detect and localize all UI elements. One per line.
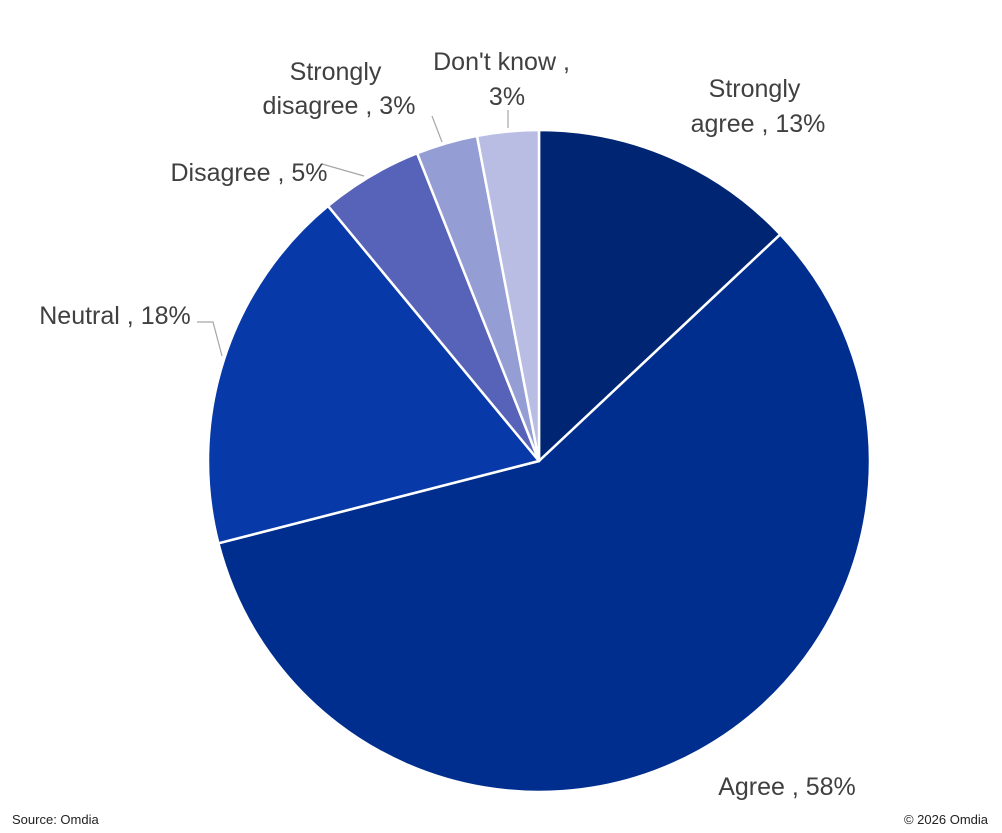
label-strongly-agree-word: agree (691, 110, 755, 138)
source-note: Source: Omdia (12, 812, 99, 827)
label-strongly-disagree-value: 3% (379, 92, 415, 120)
pie-slice-don-t-know (475, 128, 541, 463)
label-disagree-value: 5% (291, 159, 327, 187)
leader-disagree (321, 163, 365, 177)
label-strongly-agree: Strongly agree , 13% (691, 75, 826, 138)
pie-slice-neutral (206, 204, 541, 545)
label-strongly-disagree-line1: Strongly (290, 58, 382, 86)
pie-slice-strongly-agree (537, 128, 782, 463)
label-strongly-disagree-word: disagree (263, 92, 359, 120)
copyright-note: © 2026 Omdia (903, 812, 988, 827)
pie-slice-agree (217, 233, 872, 794)
label-strongly-agree-line2: agree , 13% (691, 110, 826, 138)
label-disagree-name: Disagree (170, 159, 270, 187)
label-strongly-disagree-line2: disagree , 3% (263, 92, 416, 120)
label-strongly-agree-value: 13% (775, 110, 825, 138)
label-neutral: Neutral , 18% (39, 302, 190, 330)
label-agree: Agree , 58% (718, 773, 856, 801)
label-neutral-name: Neutral (39, 302, 120, 330)
label-dont-know-value: 3% (489, 83, 525, 111)
label-dont-know-name: Don't know (433, 48, 557, 76)
label-disagree: Disagree , 5% (170, 159, 327, 187)
label-agree-value: 58% (806, 773, 856, 801)
pie-slices (206, 128, 872, 794)
label-dont-know: Don't know , 3% (433, 48, 577, 111)
label-dont-know-line1: Don't know , (433, 48, 570, 76)
leader-strongly-disagree (431, 115, 443, 143)
label-strongly-agree-line1: Strongly (709, 75, 801, 103)
label-agree-name: Agree (718, 773, 785, 801)
leader-neutral (197, 321, 223, 357)
label-neutral-value: 18% (141, 302, 191, 330)
leader-lines (197, 110, 509, 357)
label-strongly-disagree: Strongly disagree , 3% (263, 58, 416, 120)
